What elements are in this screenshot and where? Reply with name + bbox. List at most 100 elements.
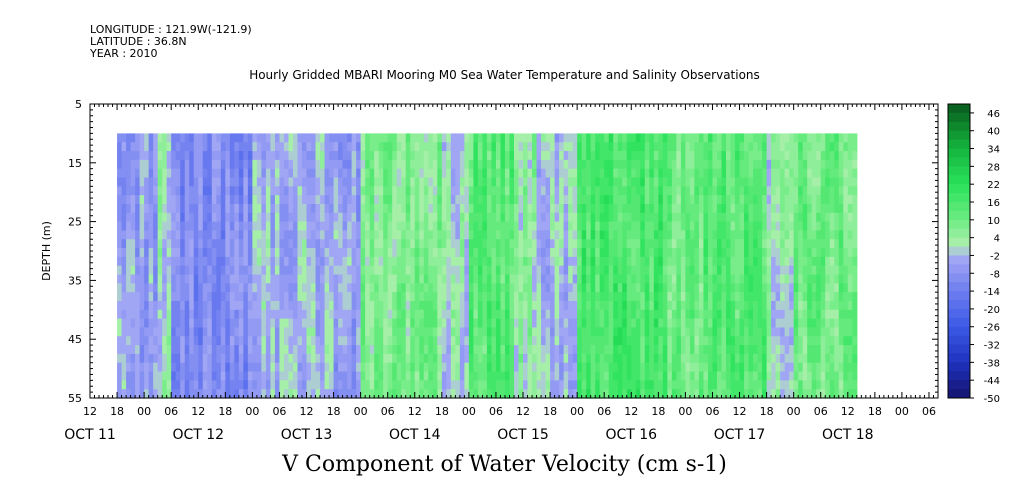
heatmap-cell [252, 362, 258, 373]
heatmap-cell [247, 212, 253, 223]
heatmap-cell [117, 159, 123, 170]
heatmap-cell [324, 186, 330, 196]
heatmap-cell [315, 274, 321, 284]
heatmap-cell [464, 168, 470, 179]
heatmap-cell [847, 336, 853, 346]
heatmap-cell [744, 239, 750, 249]
heatmap-cell [617, 133, 623, 143]
heatmap-cell [649, 177, 655, 187]
heatmap-cell [423, 371, 429, 381]
heatmap-cell [644, 133, 650, 143]
heatmap-cell [514, 265, 520, 276]
heatmap-cell [374, 353, 380, 364]
heatmap-cell [653, 142, 659, 152]
heatmap-cell [622, 265, 628, 276]
heatmap-cell [545, 371, 551, 381]
heatmap-cell [753, 256, 759, 267]
heatmap-cell [419, 256, 425, 267]
heatmap-cell [586, 212, 592, 223]
heatmap-cell [311, 159, 317, 170]
heatmap-cell [247, 318, 253, 329]
heatmap-cell [432, 353, 438, 364]
heatmap-cell [716, 248, 723, 258]
heatmap-cell [261, 256, 267, 267]
heatmap-cell [735, 203, 741, 214]
heatmap-cell [712, 389, 718, 399]
heatmap-cell [347, 248, 353, 258]
heatmap-cell [432, 248, 438, 258]
heatmap-cell [423, 292, 429, 302]
heatmap-cell [649, 336, 655, 346]
heatmap-cell [374, 133, 380, 143]
heatmap-cell [414, 195, 420, 205]
heatmap-cell [207, 380, 213, 390]
heatmap-cell [238, 177, 244, 187]
heatmap-cell [649, 230, 655, 240]
heatmap-cell [252, 380, 258, 390]
heatmap-cell [405, 142, 411, 152]
heatmap-cell [735, 133, 741, 143]
heatmap-cell [847, 221, 853, 232]
heatmap-cell [820, 142, 826, 152]
heatmap-cell [802, 230, 808, 240]
heatmap-cell [631, 371, 637, 381]
heatmap-cell [396, 265, 402, 276]
heatmap-cell [396, 292, 402, 302]
heatmap-cell [762, 318, 768, 329]
heatmap-cell [780, 336, 786, 346]
heatmap-cell [238, 168, 244, 179]
location-metadata: LONGITUDE : 121.9W(-121.9) LATITUDE : 36… [90, 24, 252, 60]
heatmap-cell [162, 318, 168, 329]
heatmap-cell [329, 248, 335, 258]
heatmap-cell [473, 159, 479, 170]
heatmap-cell [626, 380, 632, 390]
heatmap-cell [771, 353, 777, 364]
heatmap-cell [378, 283, 384, 293]
heatmap-cell [189, 256, 195, 267]
heatmap-cell [631, 256, 637, 267]
heatmap-cell [410, 177, 416, 187]
heatmap-cell [261, 265, 267, 276]
heatmap-cell [640, 292, 646, 302]
heatmap-cell [631, 230, 637, 240]
heatmap-cell [748, 168, 754, 179]
heatmap-cell [238, 186, 244, 196]
heatmap-cell [581, 336, 587, 346]
heatmap-cell [455, 248, 461, 258]
heatmap-cell [748, 327, 754, 337]
heatmap-cell [121, 300, 127, 311]
heatmap-cell [126, 362, 132, 373]
heatmap-cell [405, 371, 411, 381]
heatmap-cell [333, 274, 339, 284]
heatmap-cell [360, 327, 366, 337]
heatmap-cell [586, 283, 592, 293]
heatmap-cell [283, 327, 290, 337]
heatmap-cell [568, 345, 574, 355]
heatmap-cell [780, 274, 786, 284]
heatmap-cell [784, 151, 790, 161]
heatmap-cell [631, 318, 637, 329]
heatmap-cell [252, 389, 258, 399]
heatmap-cell [198, 265, 204, 276]
heatmap-cell [676, 345, 682, 355]
heatmap-cell [811, 283, 817, 293]
heatmap-cell [410, 239, 416, 249]
heatmap-cell [405, 327, 411, 337]
heatmap-cell [387, 292, 393, 302]
heatmap-cell [153, 362, 159, 373]
heatmap-cell [279, 168, 285, 179]
heatmap-cell [320, 168, 326, 179]
heatmap-cell [135, 336, 141, 346]
heatmap-cell [568, 274, 574, 284]
heatmap-cell [694, 159, 700, 170]
heatmap-cell [649, 168, 655, 179]
heatmap-cell [730, 345, 736, 355]
heatmap-cell [793, 159, 799, 170]
heatmap-cell [644, 265, 650, 276]
heatmap-cell [748, 300, 754, 311]
heatmap-cell [825, 309, 831, 320]
heatmap-cell [283, 221, 290, 232]
heatmap-cell [495, 221, 502, 232]
heatmap-cell [852, 159, 858, 170]
heatmap-cell [581, 248, 587, 258]
